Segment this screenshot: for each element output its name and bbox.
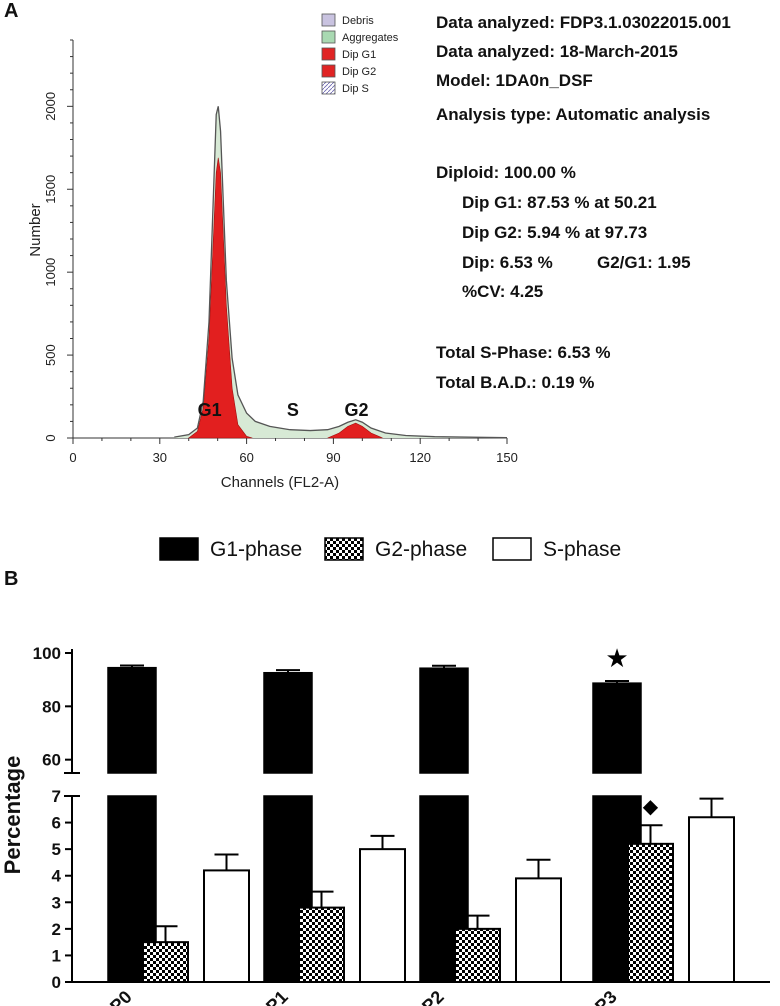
analysis-info-line: Total S-Phase: 6.53 % bbox=[436, 343, 610, 362]
bar-g2 bbox=[298, 906, 345, 984]
significance-diamond: ◆ bbox=[643, 794, 659, 818]
y-tick-label: 0 bbox=[52, 973, 61, 992]
analysis-info-line: Dip: 6.53 % bbox=[462, 253, 553, 272]
dip-g1-peak bbox=[187, 157, 253, 439]
y-tick-label: 2 bbox=[52, 920, 61, 939]
bar-s bbox=[515, 877, 562, 983]
y-tick-label: 6 bbox=[52, 814, 61, 833]
analysis-info-line: G2/G1: 1.95 bbox=[597, 253, 691, 272]
legend-label: S-phase bbox=[543, 538, 621, 561]
legend-swatch bbox=[321, 47, 336, 61]
x-tick-label: 120 bbox=[409, 450, 431, 465]
x-tick-label: 150 bbox=[496, 450, 518, 465]
legend-label: Dip S bbox=[342, 83, 369, 95]
peak-label-s: S bbox=[287, 400, 299, 420]
cell-cycle-bar-chart: G1-phase G2-phase S-phase 60 80 100 0 1 2 3 4 5 6 7 P… bbox=[0, 537, 770, 1006]
analysis-info-line: Total B.A.D.: 0.19 % bbox=[436, 373, 594, 392]
bar-g1-upper bbox=[107, 666, 157, 774]
bar-g2 bbox=[627, 842, 674, 984]
category-label: P3 bbox=[591, 987, 621, 1006]
bar-g2 bbox=[454, 927, 501, 984]
y-tick-label: 0 bbox=[43, 434, 58, 441]
panel-a-label: A bbox=[4, 0, 19, 22]
legend-swatch bbox=[321, 13, 336, 27]
legend-label: G1-phase bbox=[210, 538, 302, 561]
y-tick-label: 7 bbox=[52, 787, 61, 806]
y-tick-label: 2000 bbox=[43, 92, 58, 121]
legend-label: Dip G2 bbox=[342, 66, 376, 78]
analysis-info-line: %CV: 4.25 bbox=[462, 282, 543, 301]
y-tick-label: 4 bbox=[52, 867, 62, 886]
histogram-outline bbox=[174, 106, 508, 439]
legend-swatch bbox=[321, 64, 336, 78]
x-tick-label: 60 bbox=[239, 450, 253, 465]
legend-swatch bbox=[321, 30, 336, 44]
legend-label: Debris bbox=[342, 15, 374, 27]
y-tick-label: 60 bbox=[42, 751, 61, 770]
y-tick-label: 3 bbox=[52, 893, 61, 912]
legend-swatch bbox=[324, 537, 364, 561]
analysis-info-line: Dip G2: 5.94 % at 97.73 bbox=[462, 223, 647, 242]
legend-swatch bbox=[492, 537, 532, 561]
legend-label: Aggregates bbox=[342, 32, 399, 44]
bar-s bbox=[359, 848, 406, 983]
y-tick-label: 100 bbox=[33, 644, 61, 663]
peak-label-g1: G1 bbox=[198, 400, 222, 420]
analysis-info-line: Model: 1DA0n_DSF bbox=[436, 71, 593, 90]
legend-label: Dip G1 bbox=[342, 49, 376, 61]
y-tick-label: 1500 bbox=[43, 175, 58, 204]
bar-s bbox=[203, 869, 250, 983]
category-label: P1 bbox=[262, 987, 292, 1006]
analysis-info-line: Analysis type: Automatic analysis bbox=[436, 105, 710, 124]
y-axis-title: Number bbox=[27, 203, 44, 256]
panel-b-label: B bbox=[4, 568, 19, 590]
bar-g1-upper bbox=[263, 671, 313, 774]
x-axis-title: Channels (FL2-A) bbox=[221, 474, 339, 491]
x-tick-label: 90 bbox=[326, 450, 340, 465]
bar-s bbox=[688, 816, 735, 983]
flow-cytometry-histogram: 0 500 1000 1500 2000 0 30 60 90 120 150 Channels (F… bbox=[27, 13, 731, 491]
y-tick-label: 500 bbox=[43, 344, 58, 366]
bar-g1-upper bbox=[419, 667, 469, 774]
dip-g2-peak bbox=[327, 422, 383, 439]
legend-label: G2-phase bbox=[375, 538, 467, 561]
y-tick-label: 1 bbox=[52, 946, 61, 965]
y-tick-label: 5 bbox=[52, 840, 61, 859]
legend-swatch bbox=[159, 537, 199, 561]
y-tick-label: 1000 bbox=[43, 258, 58, 287]
analysis-info-line: Dip G1: 87.53 % at 50.21 bbox=[462, 193, 657, 212]
significance-star: ★ bbox=[605, 644, 628, 674]
y-axis-title: Percentage bbox=[0, 756, 25, 875]
x-tick-label: 0 bbox=[69, 450, 76, 465]
analysis-info-line: Diploid: 100.00 % bbox=[436, 163, 576, 182]
bar-g1-upper bbox=[592, 682, 642, 774]
bar-g2 bbox=[142, 941, 189, 983]
category-label: P2 bbox=[418, 987, 448, 1006]
peak-label-g2: G2 bbox=[345, 400, 369, 420]
legend-swatch bbox=[321, 81, 336, 95]
x-tick-label: 30 bbox=[153, 450, 167, 465]
analysis-info-line: Data analyzed: FDP3.1.03022015.001 bbox=[436, 13, 731, 32]
analysis-info-line: Data analyzed: 18-March-2015 bbox=[436, 42, 678, 61]
y-tick-label: 80 bbox=[42, 697, 61, 716]
category-label: P0 bbox=[106, 987, 136, 1006]
